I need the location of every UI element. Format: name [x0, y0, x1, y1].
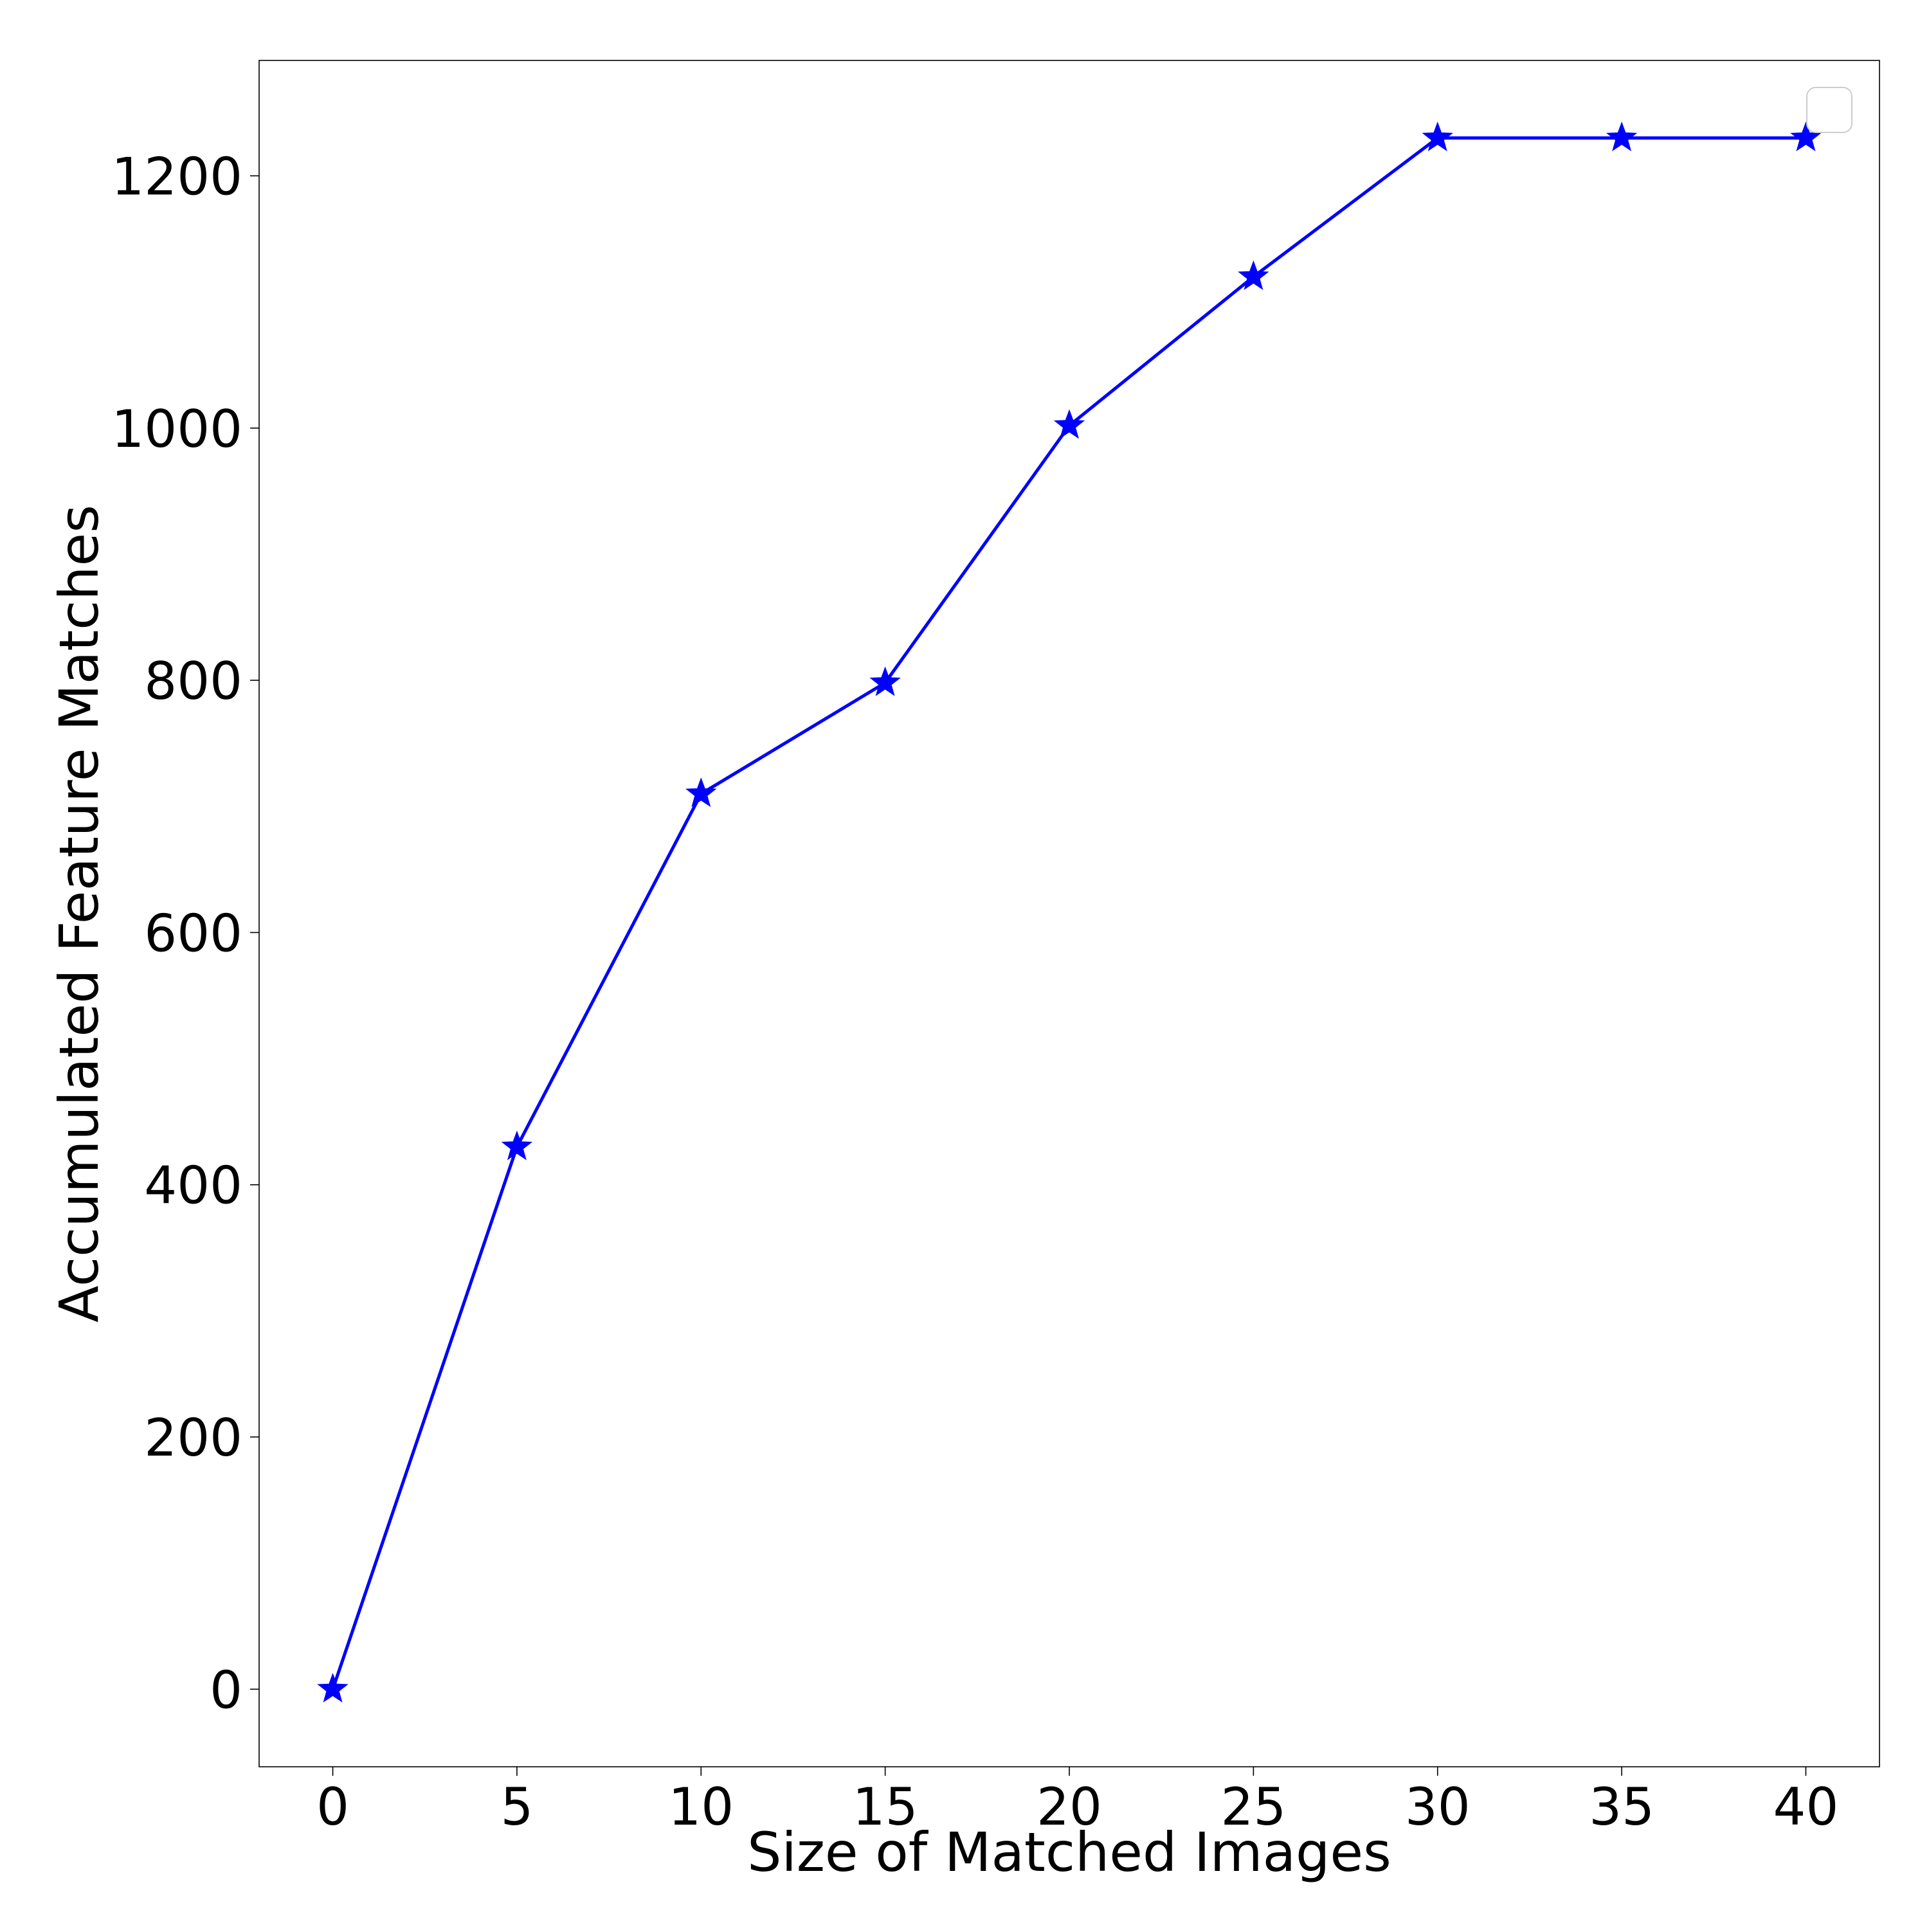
x-tick-label: 40 — [1773, 1777, 1839, 1837]
y-tick-label: 1200 — [111, 147, 242, 206]
data-point-star — [1422, 122, 1453, 152]
y-tick-label: 600 — [144, 903, 242, 963]
x-tick-label: 20 — [1037, 1777, 1102, 1837]
legend-box — [1806, 87, 1852, 133]
x-tick-label: 35 — [1589, 1777, 1654, 1837]
y-tick-label: 1000 — [111, 399, 242, 459]
plot-frame — [258, 60, 1880, 1767]
data-point-star — [317, 1672, 349, 1702]
x-tick-label: 0 — [316, 1777, 349, 1837]
data-point-star — [1053, 409, 1085, 439]
y-tick-label: 200 — [144, 1408, 242, 1468]
series-line — [331, 136, 1806, 1690]
x-axis-label: Size of Matched Images — [747, 1821, 1391, 1884]
x-tick-label: 5 — [500, 1777, 533, 1837]
data-point-star — [1238, 260, 1269, 290]
x-tick-label: 15 — [853, 1777, 918, 1837]
data-point-star — [869, 666, 901, 696]
data-point-star — [501, 1130, 533, 1160]
x-tick-label: 10 — [668, 1777, 734, 1837]
data-point-star — [685, 777, 717, 808]
data-point-star — [1606, 122, 1638, 152]
y-tick-label: 400 — [144, 1156, 242, 1216]
x-tick-label: 25 — [1220, 1777, 1286, 1837]
y-axis-label: Accumulated Feature Matches — [48, 505, 111, 1323]
y-tick-label: 0 — [210, 1660, 242, 1720]
x-tick-label: 30 — [1405, 1777, 1471, 1837]
y-tick-label: 800 — [144, 651, 242, 711]
